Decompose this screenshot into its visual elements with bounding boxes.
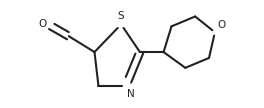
Text: N: N	[127, 89, 135, 98]
Text: S: S	[118, 11, 124, 21]
Text: O: O	[38, 19, 46, 29]
Text: O: O	[217, 20, 225, 30]
